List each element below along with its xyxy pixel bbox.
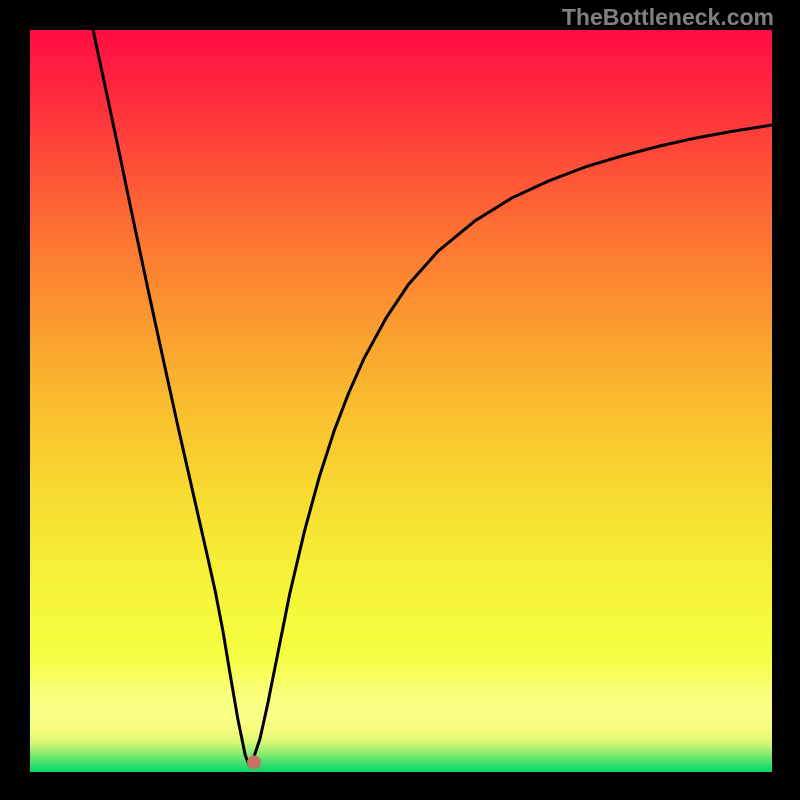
plot-area [30, 30, 772, 772]
minimum-marker [247, 755, 261, 769]
watermark-source: TheBottleneck.com [562, 4, 774, 31]
chart-svg [30, 30, 772, 772]
bottleneck-chart: TheBottleneck.com [0, 0, 800, 800]
